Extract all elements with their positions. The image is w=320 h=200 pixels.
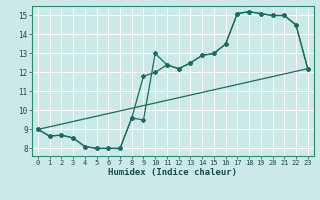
X-axis label: Humidex (Indice chaleur): Humidex (Indice chaleur) xyxy=(108,168,237,177)
